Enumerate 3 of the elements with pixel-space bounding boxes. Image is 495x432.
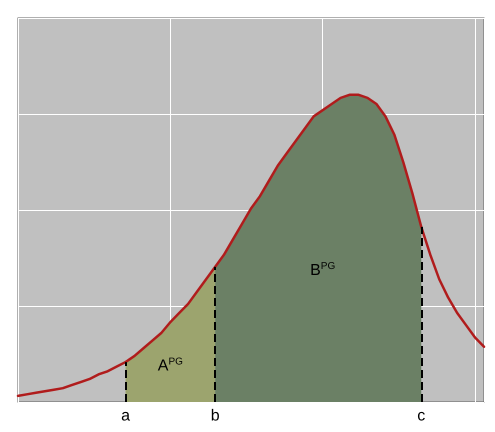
x-tick-label: b [210,408,220,424]
x-tick-label: c [417,408,426,424]
x-tick-label: a [121,408,130,424]
